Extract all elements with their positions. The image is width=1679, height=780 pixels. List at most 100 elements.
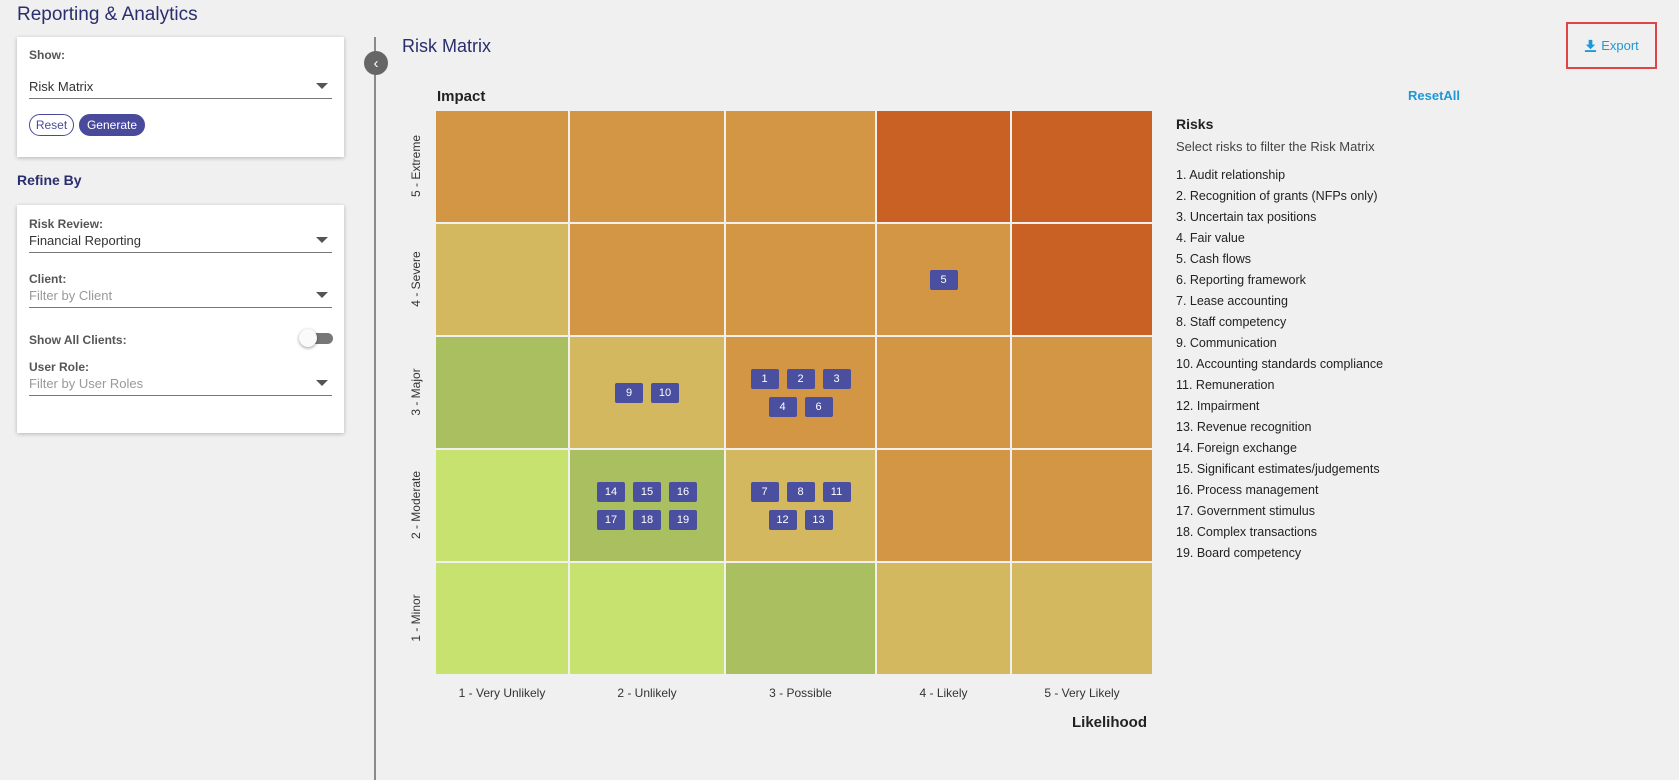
risk-badge[interactable]: 9 [615,382,643,403]
matrix-cell [570,111,724,222]
risk-list-item[interactable]: 18. Complex transactions [1176,525,1318,539]
client-select[interactable]: Filter by Client [29,282,332,308]
risk-review-label: Risk Review: [29,217,104,231]
risk-list-item[interactable]: 1. Audit relationship [1176,168,1286,182]
impact-tick-label: 1 - Minor [409,593,423,642]
export-button[interactable]: Export [1566,22,1657,69]
matrix-cell: 5 [877,224,1010,335]
risk-badge[interactable]: 18 [633,509,661,530]
risk-list-item[interactable]: 13. Revenue recognition [1176,420,1312,434]
matrix-cell [570,224,724,335]
risk-badge[interactable]: 5 [929,269,958,290]
collapse-panel-button[interactable]: ‹ [364,51,388,75]
risk-list-item[interactable]: 12. Impairment [1176,399,1260,413]
matrix-cell [436,224,568,335]
user-role-label: User Role: [29,360,90,374]
matrix-cell: 14 15 16 17 18 19 [570,450,724,561]
risk-badge[interactable]: 8 [786,481,815,502]
matrix-cell [1012,111,1152,222]
reset-button[interactable]: Reset [29,114,74,136]
impact-tick-label: 2 - Moderate [409,470,423,539]
likelihood-tick-label: 5 - Very Likely [1044,686,1120,700]
risk-list-item[interactable]: 9. Communication [1176,336,1277,350]
risk-list-item[interactable]: 10. Accounting standards compliance [1176,357,1384,371]
risk-list-item[interactable]: 8. Staff competency [1176,315,1287,329]
risk-badge[interactable]: 16 [669,481,697,502]
risk-review-select[interactable]: Financial Reporting [29,227,332,253]
risk-badge[interactable]: 19 [669,509,697,530]
matrix-cell [436,337,568,448]
impact-axis-title: Impact [437,88,486,105]
risk-list-item[interactable]: 2. Recognition of grants (NFPs only) [1176,189,1378,203]
cell-risk-badges: 9 10 [570,337,724,448]
risk-badge[interactable]: 17 [597,509,625,530]
download-icon [1585,39,1597,52]
page-title: Risk Matrix [402,36,491,56]
risk-list-item[interactable]: 16. Process management [1176,483,1319,497]
risk-list-item[interactable]: 14. Foreign exchange [1176,441,1297,455]
refine-panel: Risk Review: Financial Reporting Client:… [17,205,344,433]
risk-badge[interactable]: 1 [750,368,779,389]
risk-badge[interactable]: 11 [822,481,851,502]
risk-badge[interactable]: 15 [633,481,661,502]
matrix-cell [1012,563,1152,674]
risk-badge[interactable]: 10 [651,382,679,403]
risk-badge[interactable]: 14 [597,481,625,502]
risks-list: 1. Audit relationship 2. Recognition of g… [1176,165,1383,564]
likelihood-tick-label: 1 - Very Unlikely [458,686,546,700]
client-label: Client: [29,272,67,286]
refine-title: Refine By [17,172,82,188]
risk-list-item[interactable]: 11. Remuneration [1176,378,1275,392]
likelihood-tick-label: 4 - Likely [919,686,968,700]
risks-title: Risks [1176,116,1214,132]
risk-badge[interactable]: 4 [768,396,797,417]
risk-list-item[interactable]: 6. Reporting framework [1176,273,1306,287]
generate-button[interactable]: Generate [79,114,145,136]
matrix-cell [436,563,568,674]
matrix-cell [877,337,1010,448]
matrix-cell [877,450,1010,561]
risk-matrix-grid: 5 9 10 1 2 3 4 6 14 15 16 17 18 19 7 8 11 12 13 [436,111,1152,680]
risk-badge[interactable]: 7 [750,481,779,502]
risk-list-item[interactable]: 7. Lease accounting [1176,294,1288,308]
show-all-clients-label: Show All Clients: [29,333,127,347]
risk-badge[interactable]: 6 [804,396,833,417]
risk-list-item[interactable]: 19. Board competency [1176,546,1302,560]
show-select[interactable]: Risk Matrix [29,73,332,99]
risk-list-item[interactable]: 5. Cash flows [1176,252,1252,266]
matrix-cell [726,224,875,335]
panel-divider [374,37,376,780]
toggle-track [303,333,333,344]
matrix-cell: 7 8 11 12 13 [726,450,875,561]
export-label: Export [1601,38,1639,53]
matrix-cell [877,111,1010,222]
risk-badge[interactable]: 3 [822,368,851,389]
risk-review-value: Financial Reporting [29,233,142,248]
risk-list-item[interactable]: 17. Government stimulus [1176,504,1315,518]
risk-list-item[interactable]: 3. Uncertain tax positions [1176,210,1317,224]
matrix-cell [1012,224,1152,335]
risk-list-item[interactable]: 15. Significant estimates/judgements [1176,462,1380,476]
chevron-down-icon [316,237,328,243]
show-label: Show: [29,48,65,62]
app-title: Reporting & Analytics [17,4,198,25]
matrix-cell [570,563,724,674]
risk-badge[interactable]: 2 [786,368,815,389]
reset-all-link[interactable]: ResetAll [1408,88,1461,103]
risk-badge[interactable]: 13 [804,509,833,530]
risk-list-item[interactable]: 4. Fair value [1176,231,1245,245]
matrix-cell: 9 10 [570,337,724,448]
matrix-cell [877,563,1010,674]
risk-badge[interactable]: 12 [768,509,797,530]
matrix-cell [1012,450,1152,561]
likelihood-tick-label: 3 - Possible [769,686,832,700]
matrix-cell [436,450,568,561]
chevron-left-icon: ‹ [373,54,379,72]
impact-tick-label: 5 - Extreme [409,134,423,197]
show-all-clients-toggle[interactable] [299,329,333,347]
toggle-knob [299,329,317,347]
show-panel: Show: Risk Matrix Reset Generate [17,37,344,157]
user-role-select[interactable]: Filter by User Roles [29,370,332,396]
